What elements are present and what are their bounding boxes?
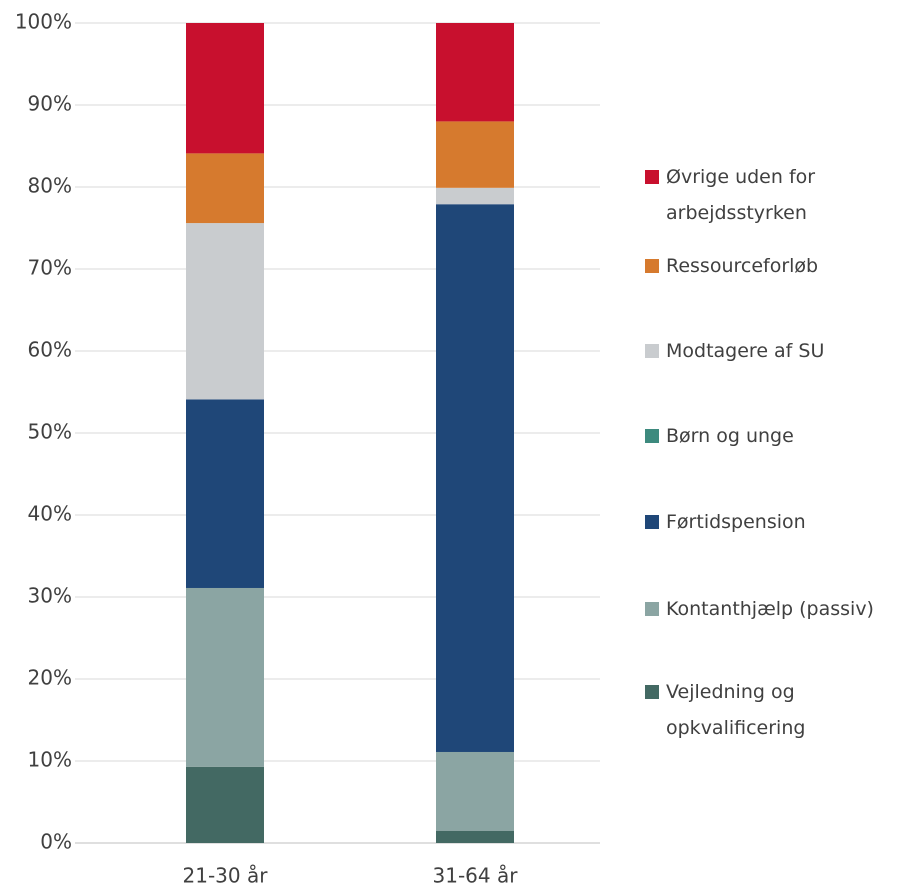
y-tick-label: 90% — [28, 92, 72, 116]
bar-segment — [436, 204, 514, 752]
y-tick-label: 50% — [28, 420, 72, 444]
legend-item: Vejledning og opkvalificering — [645, 674, 903, 746]
legend-swatch — [645, 259, 659, 273]
legend-item: Ressourceforløb — [645, 248, 903, 284]
legend-item: Øvrige uden for arbejdsstyrken — [645, 159, 903, 231]
legend-swatch — [645, 170, 659, 184]
bar-segment — [186, 153, 264, 224]
bar-segment — [436, 187, 514, 205]
y-tick-label: 100% — [15, 10, 72, 34]
x-tick-label: 21-30 år — [183, 864, 269, 888]
y-tick-label: 10% — [28, 748, 72, 772]
bar-segment — [436, 751, 514, 831]
legend-label: Ressourceforløb — [666, 255, 819, 277]
legend-item: Førtidspension — [645, 504, 903, 540]
legend-item: Modtagere af SU — [645, 333, 903, 369]
bar-segment — [436, 830, 514, 843]
legend-label: Øvrige uden for arbejdsstyrken — [666, 166, 816, 224]
legend-label: Kontanthjælp (passiv) — [666, 598, 874, 620]
y-tick-label: 0% — [40, 830, 72, 854]
bar-segment — [186, 23, 264, 154]
y-tick-label: 70% — [28, 256, 72, 280]
bar-segment — [186, 399, 264, 588]
x-tick-label: 31-64 år — [433, 864, 519, 888]
bar-segment — [186, 587, 264, 767]
bar-segment — [436, 23, 514, 122]
legend-item: Børn og unge — [645, 418, 903, 454]
y-tick-label: 30% — [28, 584, 72, 608]
legend-item: Kontanthjælp (passiv) — [645, 591, 903, 627]
legend-swatch — [645, 515, 659, 529]
legend-label: Vejledning og opkvalificering — [666, 681, 806, 739]
legend-label: Modtagere af SU — [666, 340, 825, 362]
bar-segment — [186, 223, 264, 400]
bar-segment — [186, 766, 264, 843]
bar-segment — [436, 121, 514, 188]
legend-swatch — [645, 429, 659, 443]
y-tick-label: 40% — [28, 502, 72, 526]
legend-label: Børn og unge — [666, 425, 794, 447]
y-tick-label: 80% — [28, 174, 72, 198]
legend-swatch — [645, 602, 659, 616]
legend-swatch — [645, 344, 659, 358]
legend-label: Førtidspension — [666, 511, 806, 533]
y-tick-label: 60% — [28, 338, 72, 362]
y-tick-label: 20% — [28, 666, 72, 690]
legend-swatch — [645, 685, 659, 699]
